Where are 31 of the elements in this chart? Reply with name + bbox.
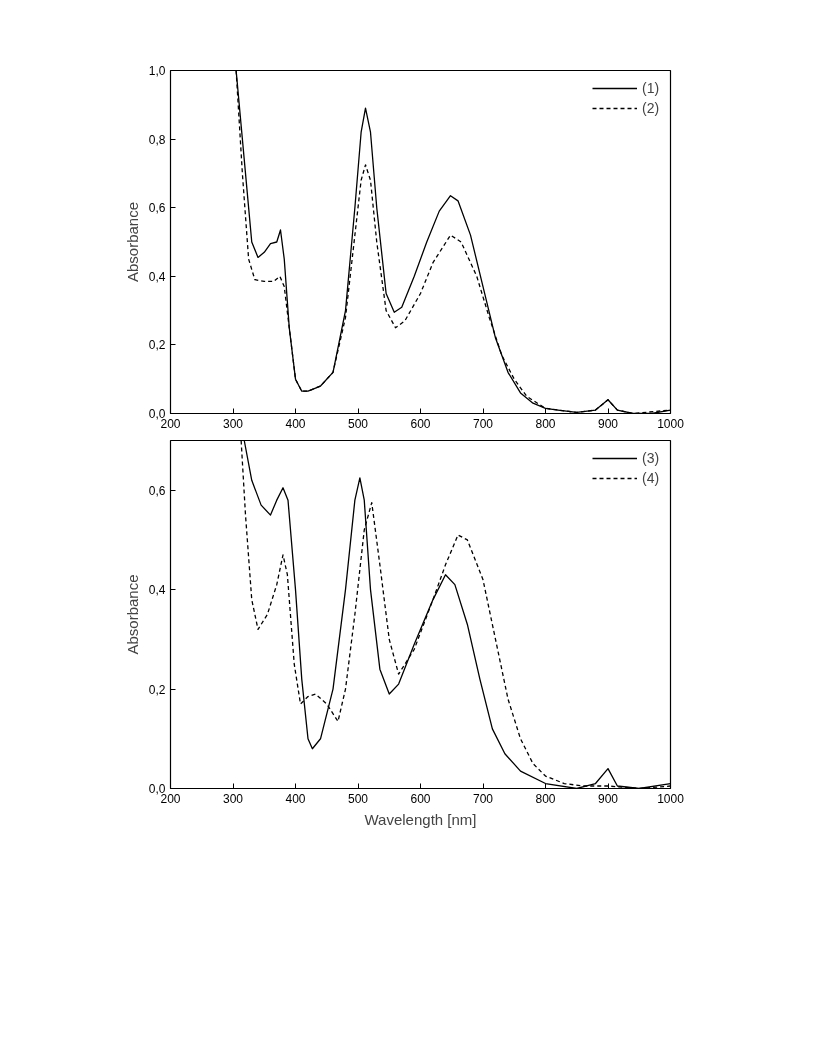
x-tick-label: 800 — [535, 416, 556, 431]
x-tick-label: 800 — [535, 791, 556, 806]
x-tick-label: 900 — [597, 791, 619, 806]
y-tick-label: 0,4 — [148, 583, 166, 598]
x-tick-label: 300 — [222, 416, 244, 431]
y-tick-label: 0,8 — [148, 132, 166, 147]
y-axis-title: Absorbance — [123, 574, 141, 655]
x-tick-label: 400 — [285, 416, 306, 431]
y-tick-label: 0,6 — [148, 483, 166, 498]
y-axis-title: Absorbance — [123, 201, 141, 283]
y-tick-label: 0,6 — [148, 201, 166, 216]
x-tick-label: 700 — [472, 416, 494, 431]
y-tick-label: 1,0 — [148, 64, 166, 78]
x-tick-label: 600 — [410, 416, 431, 431]
x-tick-label: 700 — [472, 791, 494, 806]
x-tick-label: 900 — [597, 416, 619, 431]
x-tick-label: 300 — [222, 791, 244, 806]
x-tick-label: 500 — [347, 416, 369, 431]
legend-label: (3) — [642, 450, 661, 466]
x-tick-label: 1000 — [657, 416, 685, 431]
y-tick-label: 0,2 — [148, 338, 166, 353]
x-axis-title: Wavelength [nm] — [364, 810, 477, 828]
legend-label: (2) — [642, 100, 661, 116]
y-tick-label: 0,4 — [148, 269, 166, 284]
x-tick-label: 400 — [285, 791, 306, 806]
y-tick-label: 0,2 — [148, 682, 166, 697]
x-tick-label: 1000 — [657, 791, 685, 806]
x-tick-label: 500 — [347, 791, 369, 806]
legend-label: (1) — [642, 80, 661, 96]
legend-label: (4) — [642, 470, 661, 486]
x-tick-label: 600 — [410, 791, 431, 806]
